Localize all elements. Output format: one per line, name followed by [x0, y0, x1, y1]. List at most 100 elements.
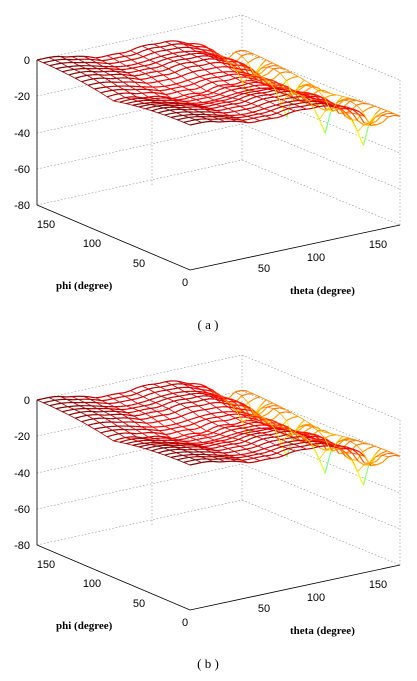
- surface-mesh-line: [200, 116, 208, 120]
- surface-mesh-line: [127, 411, 134, 414]
- surface-mesh-line: [312, 445, 320, 460]
- surface-mesh-line: [350, 119, 358, 132]
- surface-mesh-line: [270, 112, 278, 116]
- surface-mesh-line: [305, 424, 312, 428]
- surface-mesh-line: [113, 61, 120, 64]
- surface-mesh-line: [227, 66, 234, 69]
- surface-mesh-line: [240, 114, 248, 117]
- surface-mesh-line: [124, 394, 131, 397]
- surface-mesh-line: [324, 94, 331, 99]
- surface-mesh-line: [212, 420, 219, 423]
- surface-mesh-line: [164, 453, 171, 456]
- surface-mesh-line: [324, 437, 332, 452]
- surface-mesh-line: [258, 418, 265, 421]
- surface-mesh-line: [346, 106, 354, 110]
- surface-mesh-line: [212, 80, 219, 83]
- surface-mesh-line: [381, 112, 388, 116]
- surface-mesh-line: [194, 86, 201, 90]
- surface-mesh-line: [233, 445, 240, 448]
- surface-mesh-line: [141, 44, 148, 47]
- surface-mesh-line: [201, 96, 209, 100]
- surface-mesh-line: [223, 59, 231, 65]
- surface-mesh-line: [193, 420, 201, 425]
- surface-mesh-line: [157, 81, 165, 87]
- surface-mesh-line: [121, 74, 129, 79]
- surface-mesh-line: [305, 86, 313, 92]
- surface-mesh-line: [195, 458, 202, 461]
- surface-mesh-line: [206, 430, 214, 434]
- y-tick: 0: [182, 277, 188, 289]
- surface-mesh-line: [36, 58, 43, 61]
- surface-mesh-line: [178, 51, 185, 53]
- surface-mesh-line: [151, 450, 159, 454]
- surface-mesh-line: [109, 68, 116, 72]
- surface-mesh-line: [161, 440, 168, 443]
- surface-mesh-line: [169, 109, 177, 114]
- surface-mesh-line: [282, 104, 289, 108]
- surface-mesh-line: [363, 462, 371, 466]
- surface-mesh-line: [145, 73, 152, 78]
- surface-mesh-line: [181, 449, 188, 453]
- surface-mesh-line: [178, 386, 184, 389]
- surface-mesh-line: [194, 43, 201, 45]
- surface-mesh-line: [200, 456, 208, 460]
- surface-mesh-line: [274, 88, 282, 104]
- surface-mesh-line: [250, 409, 257, 414]
- surface-mesh-line: [129, 85, 136, 90]
- surface-mesh-line: [233, 405, 240, 410]
- surface-mesh-line: [232, 97, 239, 100]
- surface-mesh-line: [266, 424, 273, 429]
- surface-mesh-line: [157, 110, 165, 114]
- surface-mesh-line: [78, 59, 85, 63]
- surface-mesh-line: [336, 94, 343, 97]
- surface-mesh-line: [187, 451, 195, 455]
- z-tick: -40: [14, 128, 30, 140]
- surface-mesh-line: [180, 104, 187, 108]
- surface-mesh-line: [207, 435, 214, 439]
- surface-mesh-line: [229, 391, 236, 398]
- surface-mesh-line: [119, 97, 126, 100]
- surface-mesh-line: [195, 119, 202, 123]
- surface-mesh-line: [266, 84, 273, 89]
- surface-mesh-line: [173, 103, 181, 106]
- surface-mesh-line: [144, 102, 151, 105]
- surface-mesh-line: [253, 117, 261, 122]
- surface-mesh-line: [262, 437, 270, 440]
- surface-mesh-line: [106, 436, 114, 442]
- surface-mesh-line: [276, 82, 284, 86]
- surface-mesh-line: [80, 71, 88, 76]
- surface-mesh-line: [55, 402, 62, 405]
- surface-mesh-line: [285, 409, 292, 414]
- surface-mesh-line: [113, 396, 120, 400]
- surface-mesh-line: [178, 439, 185, 442]
- surface-mesh-line: [282, 444, 289, 448]
- surface-mesh-line: [287, 441, 295, 445]
- surface-mesh-line: [368, 456, 376, 464]
- surface-mesh-line: [72, 62, 80, 67]
- surface-mesh-line: [209, 103, 216, 107]
- surface-mesh-line: [236, 410, 244, 424]
- surface-mesh-line: [362, 463, 370, 486]
- surface-mesh-line: [200, 83, 207, 88]
- surface-mesh-line: [204, 68, 211, 71]
- surface-mesh-line: [98, 414, 106, 419]
- surface-mesh-line: [156, 405, 163, 409]
- surface-mesh-line: [162, 443, 169, 446]
- surface-mesh-line: [48, 56, 55, 59]
- surface-mesh-line: [190, 53, 198, 58]
- surface-mesh-line: [154, 390, 161, 394]
- surface-mesh-line: [87, 418, 94, 421]
- surface-mesh-line: [165, 93, 172, 96]
- surface-mesh-line: [144, 407, 151, 410]
- surface-mesh-line: [351, 452, 359, 462]
- surface-mesh-line: [232, 438, 239, 443]
- surface-mesh-line: [280, 434, 288, 444]
- surface-mesh-line: [356, 442, 363, 446]
- surface-mesh-line: [165, 41, 172, 46]
- surface-mesh-line: [85, 408, 93, 412]
- surface-mesh-line: [139, 78, 146, 81]
- surface-mesh-line: [273, 67, 280, 70]
- surface-mesh-line: [332, 108, 339, 112]
- surface-mesh-line: [249, 89, 256, 92]
- surface-mesh-line: [188, 457, 196, 461]
